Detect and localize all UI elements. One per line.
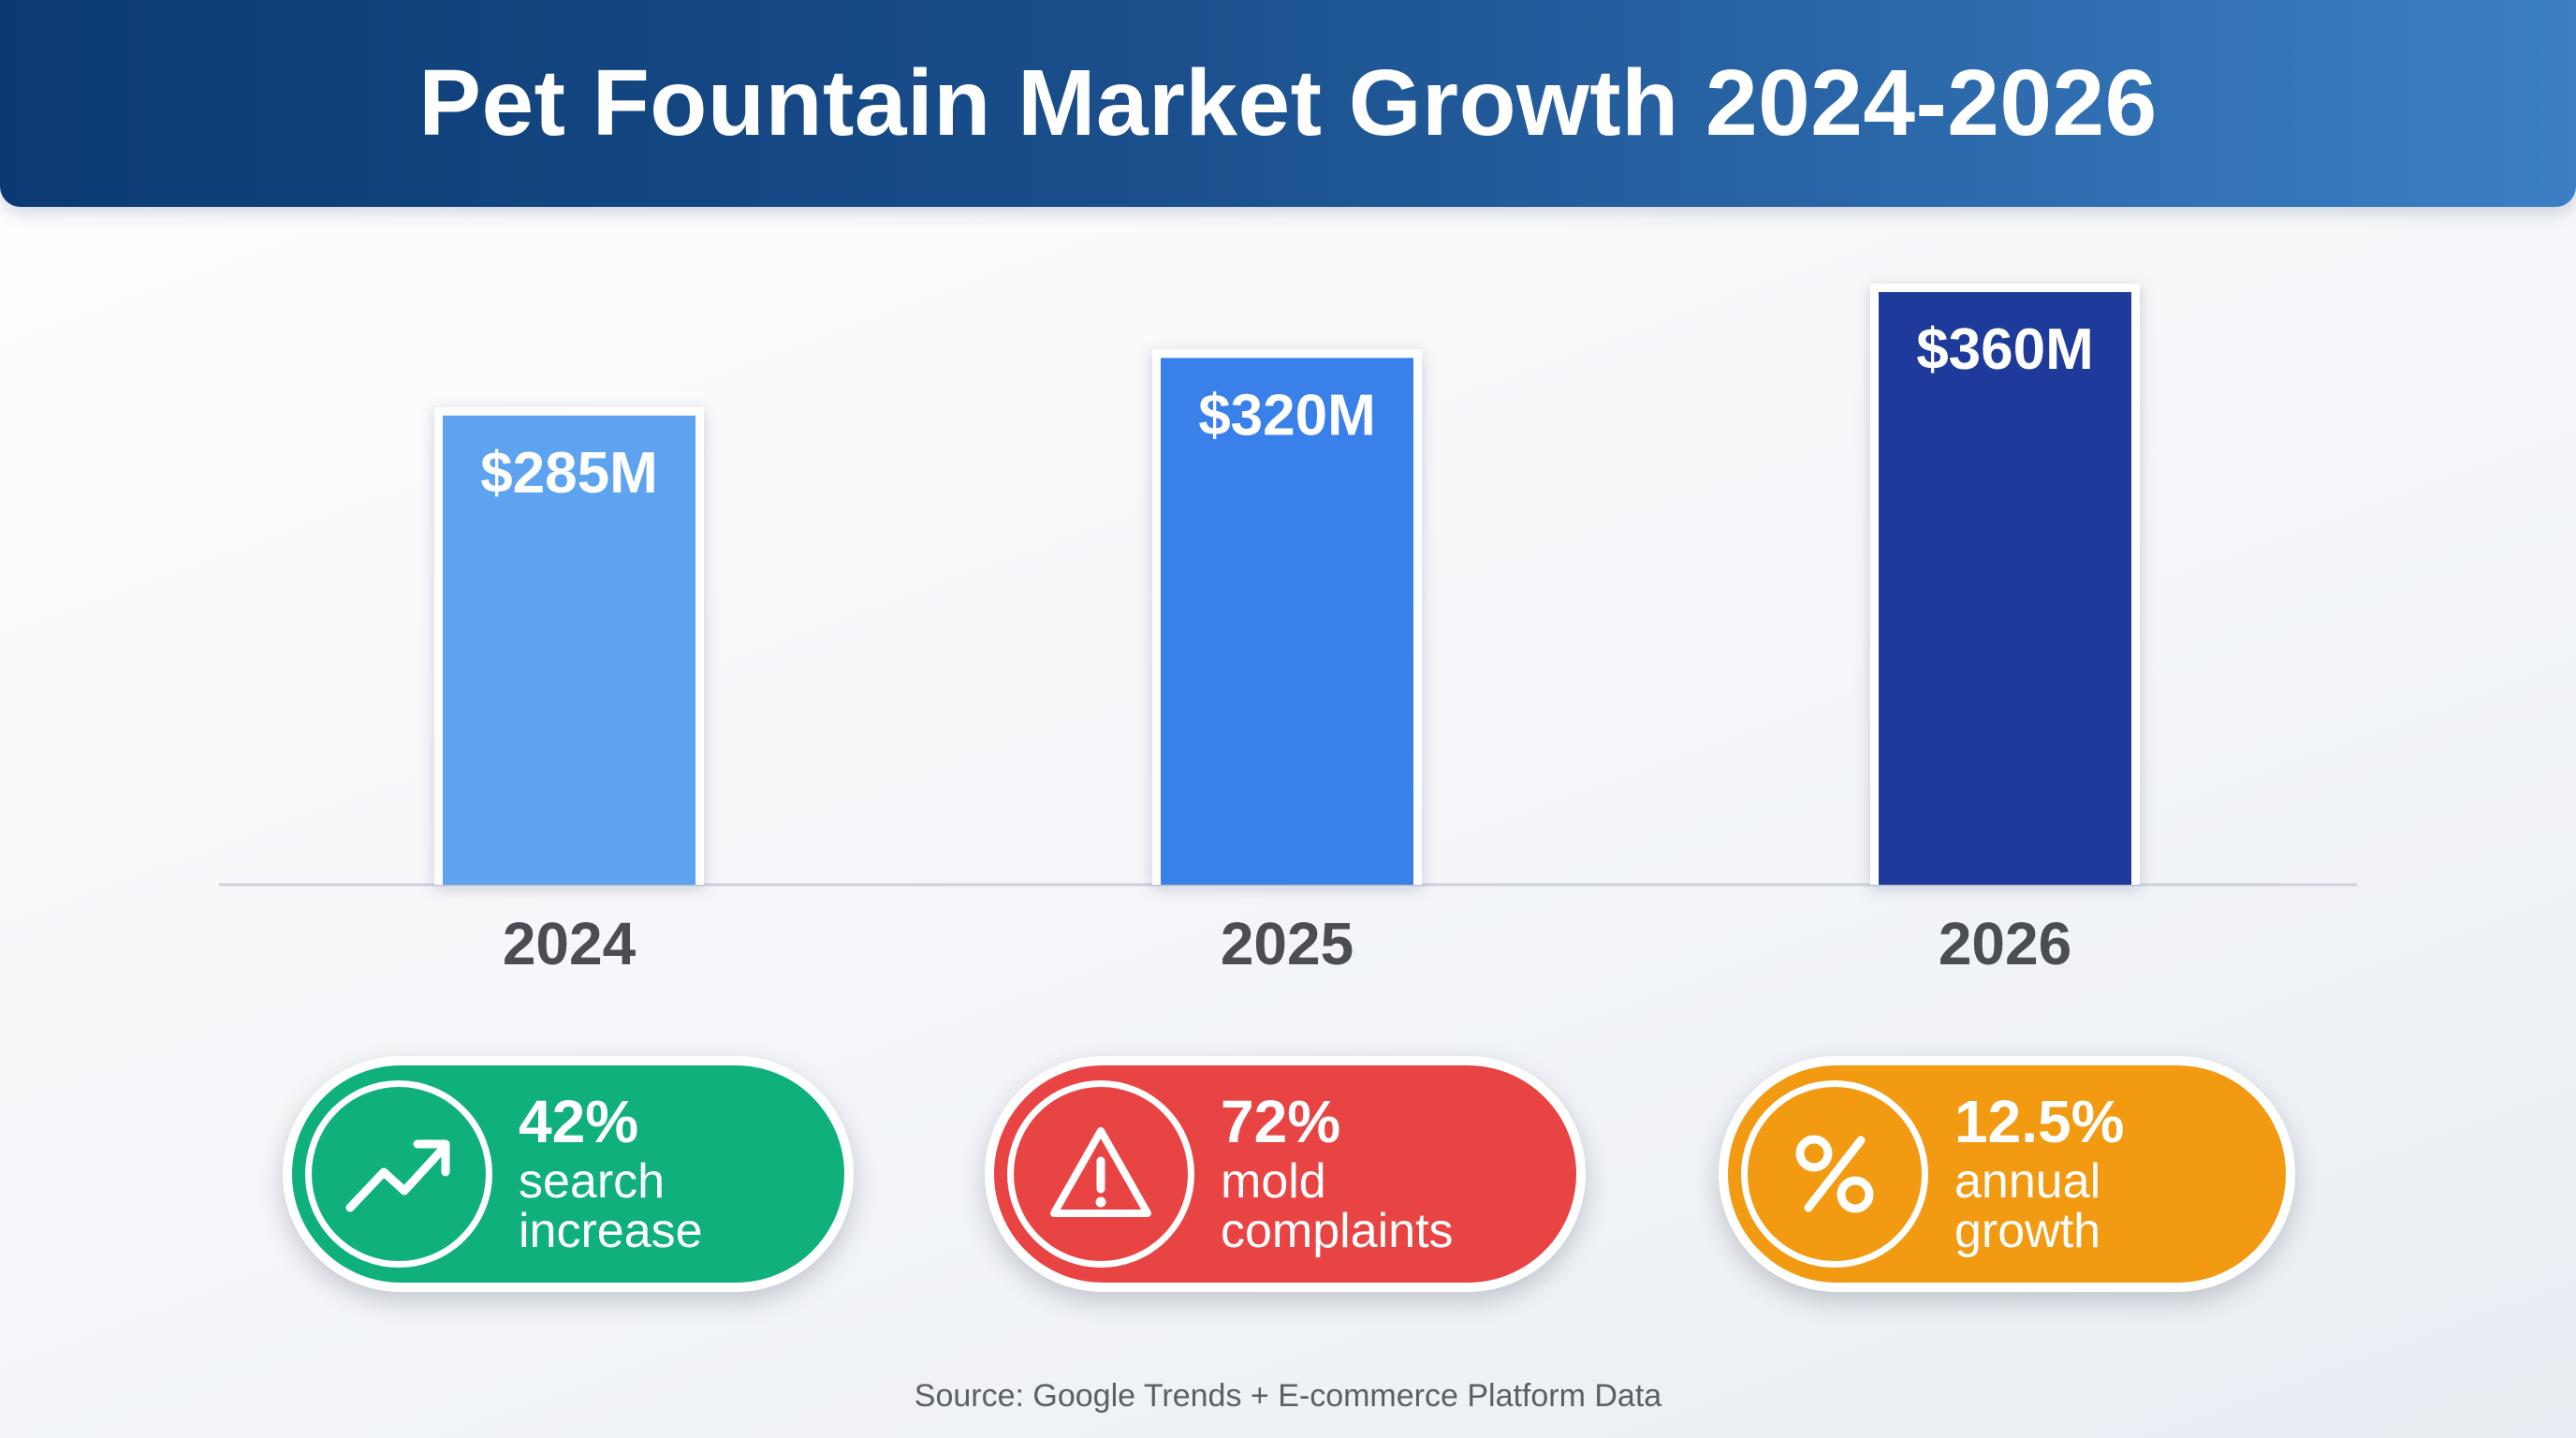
stat-value: 12.5%	[1954, 1088, 2125, 1155]
x-tick-label: 2025	[1221, 910, 1354, 977]
bar-2025	[1161, 358, 1413, 885]
page-title: Pet Fountain Market Growth 2024-2026	[418, 51, 2158, 155]
bars-layer: $285M 2024 $320M 2025 $360M 2026	[434, 284, 2140, 977]
bar-value-label: $285M	[480, 441, 658, 506]
stat-desc-line2: growth	[1954, 1204, 2101, 1258]
warning-icon	[1007, 1080, 1194, 1268]
bar-chart: $285M 2024 $320M 2025 $360M 2026	[219, 284, 2357, 977]
x-tick-label: 2024	[503, 910, 637, 977]
bar-value-label: $320M	[1198, 383, 1376, 448]
stat-pill-mold-complaints: 72% mold complaints	[985, 1056, 1586, 1292]
percent-icon	[1741, 1080, 1928, 1268]
trending-up-icon	[305, 1080, 492, 1268]
stat-pill-search-increase: 42% search increase	[283, 1056, 854, 1292]
stat-pill-annual-growth: 12.5% annual growth	[1719, 1056, 2295, 1292]
title-banner: Pet Fountain Market Growth 2024-2026	[0, 0, 2576, 207]
source-note: Source: Google Trends + E-commerce Platf…	[914, 1378, 1662, 1414]
bar-2026	[1879, 292, 2131, 885]
bar-value-label: $360M	[1916, 317, 2094, 382]
stat-desc-line1: annual	[1954, 1154, 2101, 1209]
stat-desc-line2: complaints	[1221, 1204, 1454, 1258]
x-tick-label: 2026	[1939, 910, 2071, 977]
stat-desc-line1: search	[519, 1154, 666, 1209]
bar-2024	[443, 415, 695, 885]
stat-desc-line1: mold	[1221, 1154, 1326, 1209]
stat-value: 42%	[519, 1088, 639, 1155]
stat-value: 72%	[1221, 1088, 1341, 1155]
stat-desc-line2: increase	[519, 1204, 703, 1258]
